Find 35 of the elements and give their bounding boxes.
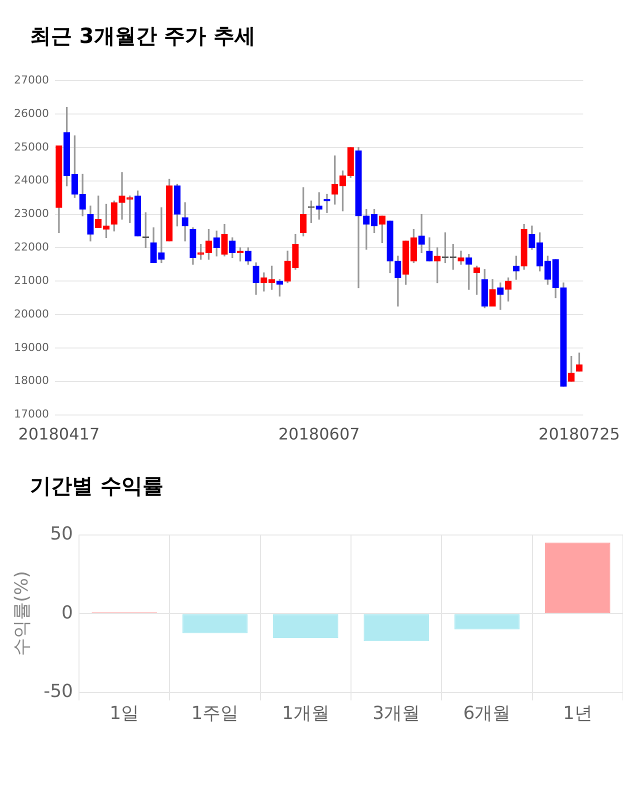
y-axis-title: 수익률(%)	[11, 571, 32, 656]
candlestick	[418, 214, 425, 254]
x-tick-label: 6개월	[463, 702, 511, 724]
chart-title: 최근 3개월간 주가 추세	[30, 23, 257, 50]
x-tick-label: 20180607	[278, 424, 360, 444]
bar	[454, 614, 520, 630]
y-tick-label: 20000	[14, 307, 49, 320]
y-tick-label: 24000	[14, 174, 49, 187]
x-tick-label: 1주일	[191, 702, 239, 724]
y-tick-label: 19000	[14, 340, 49, 354]
y-tick-label: 17000	[14, 408, 49, 421]
y-tick-label: 50	[50, 523, 73, 544]
y-tick-label: 0	[62, 602, 73, 624]
y-tick-label: 23000	[14, 207, 49, 220]
y-tick-label: 18000	[14, 374, 49, 388]
bar	[545, 542, 610, 614]
y-tick-label: 22000	[14, 240, 49, 254]
y-tick-label: 21000	[14, 274, 49, 287]
bar	[273, 614, 338, 638]
candlestick	[324, 194, 330, 213]
chart-title: 기간별 수익률	[30, 473, 164, 500]
x-tick-label: 1개월	[282, 702, 330, 724]
x-tick-label: 20180417	[18, 424, 100, 444]
y-tick-label: 25000	[14, 140, 49, 154]
y-tick-label: -50	[44, 681, 73, 702]
bar	[364, 614, 429, 642]
y-tick-label: 27000	[14, 73, 49, 86]
candlestick	[118, 172, 126, 220]
x-tick-label: 20180725	[538, 424, 620, 444]
x-tick-label: 1년	[562, 702, 592, 724]
candlestick	[182, 202, 188, 242]
bar	[182, 614, 248, 634]
x-tick-label: 1일	[110, 702, 140, 724]
y-tick-label: 26000	[14, 106, 49, 120]
x-tick-label: 3개월	[372, 702, 420, 724]
